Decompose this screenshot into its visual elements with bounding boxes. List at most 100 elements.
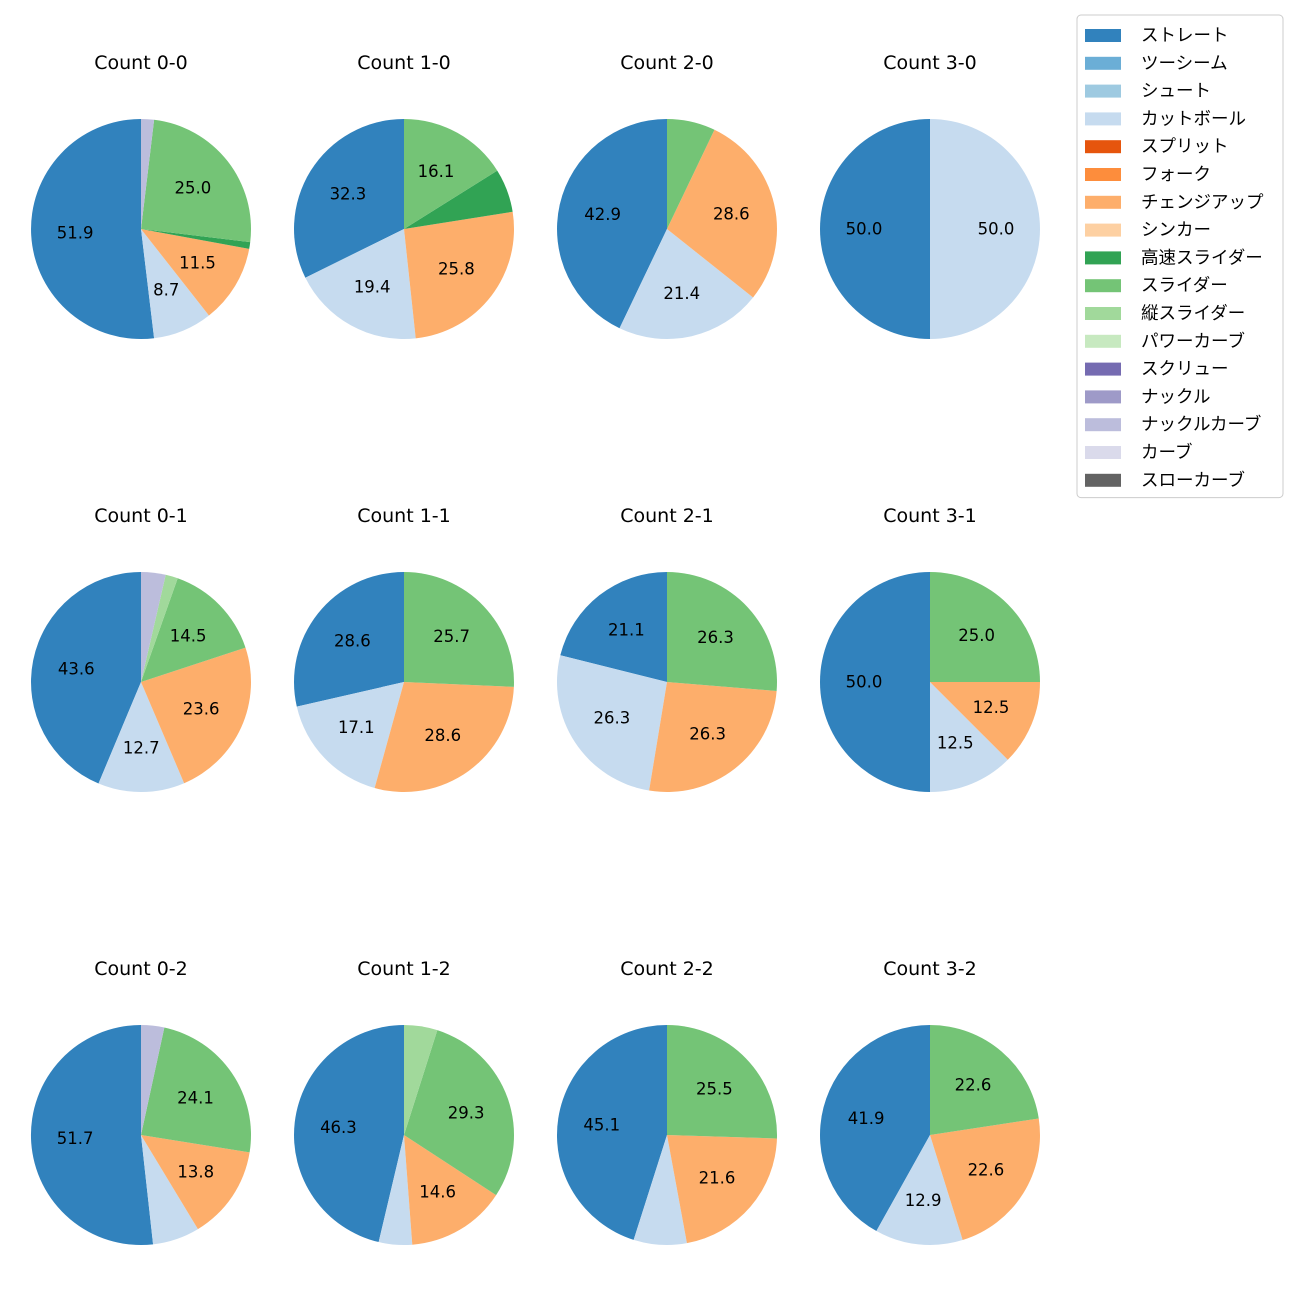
legend-label-5: フォーク	[1141, 165, 1211, 185]
slice-label-count-0-2-2: 13.8	[177, 1162, 214, 1181]
pie-title: Count 0-2	[94, 958, 188, 980]
slice-count-2-0-0	[557, 119, 667, 329]
legend-swatch-12	[1085, 362, 1121, 376]
legend: ストレートツーシームシュートカットボールスプリットフォークチェンジアップシンカー…	[1076, 14, 1284, 499]
slice-count-1-2-3	[404, 1030, 515, 1196]
pie-title: Count 2-1	[620, 505, 714, 527]
pie-title: Count 0-0	[94, 52, 188, 74]
pie-count-1-0: Count 1-0 32.3 19.4 25.8 16.1	[294, 52, 515, 339]
slice-count-3-1-2	[930, 682, 1040, 760]
slice-count-1-0-0	[294, 119, 404, 278]
legend-swatch-9	[1085, 279, 1121, 293]
slice-label-count-3-2-3: 22.6	[955, 1075, 992, 1094]
slice-count-3-2-1	[876, 1135, 963, 1246]
pie-title: Count 2-2	[620, 958, 714, 980]
slice-count-2-1-1	[557, 655, 667, 791]
legend-label-8: 高速スライダー	[1141, 248, 1263, 268]
slice-count-2-2-3	[667, 1025, 778, 1139]
slice-label-count-2-0-2: 28.6	[713, 205, 750, 224]
slice-label-count-0-1-2: 23.6	[183, 700, 220, 719]
legend-swatch-1	[1085, 56, 1121, 70]
slice-count-0-2-0	[30, 1024, 154, 1246]
slice-label-count-0-2-0: 51.7	[57, 1129, 94, 1148]
pie-count-1-2: Count 1-2 46.3 14.6 29.3	[294, 958, 515, 1246]
slice-count-1-2-4	[404, 1025, 438, 1135]
slice-count-0-0-3	[141, 229, 251, 249]
legend-swatch-16	[1085, 473, 1121, 487]
slice-count-2-0-1	[619, 229, 754, 339]
slice-label-count-2-1-2: 26.3	[689, 725, 726, 744]
pie-count-0-2: Count 0-2 51.7 13.8 24.1	[30, 958, 252, 1246]
pie-title: Count 2-0	[620, 52, 714, 74]
slice-label-count-1-1-2: 28.6	[424, 726, 461, 745]
pies-group: Count 0-0 51.9 8.711.5 25.0 Count 1-0 32.3 19.…	[30, 52, 1040, 1246]
slice-label-count-2-1-3: 26.3	[697, 628, 734, 647]
slice-label-count-2-0-1: 21.4	[663, 284, 700, 303]
pie-title: Count 3-1	[883, 505, 977, 527]
slice-count-0-0-1	[141, 229, 209, 339]
slice-count-0-0-5	[141, 118, 155, 229]
slice-count-1-0-4	[404, 119, 498, 229]
legend-swatch-8	[1085, 251, 1121, 265]
slice-count-0-1-5	[141, 572, 166, 682]
slice-label-count-0-0-2: 11.5	[179, 254, 216, 273]
slice-count-1-1-2	[374, 682, 514, 792]
slice-label-count-3-1-1: 12.5	[937, 733, 974, 752]
slice-label-count-1-0-0: 32.3	[330, 185, 367, 204]
pie-title: Count 1-2	[357, 958, 451, 980]
slice-count-1-2-1	[378, 1135, 413, 1246]
slice-label-count-3-1-3: 25.0	[958, 626, 995, 645]
slice-label-count-0-1-0: 43.6	[58, 660, 95, 679]
slice-label-count-1-1-3: 25.7	[433, 627, 470, 646]
slice-label-count-2-2-3: 25.5	[696, 1080, 733, 1099]
slice-count-2-1-3	[667, 572, 777, 691]
slice-count-3-2-3	[930, 1025, 1039, 1135]
legend-swatch-14	[1085, 418, 1121, 432]
slice-label-count-1-2-2: 14.6	[419, 1182, 456, 1201]
slice-label-count-2-0-0: 42.9	[584, 205, 621, 224]
slice-count-3-1-0	[820, 572, 930, 792]
slice-count-0-0-0	[31, 119, 155, 339]
slice-count-2-1-0	[560, 572, 667, 682]
legend-label-6: チェンジアップ	[1141, 193, 1264, 213]
slice-label-count-3-0-1: 50.0	[978, 220, 1015, 239]
pie-title: Count 3-0	[883, 52, 977, 74]
slice-count-0-0-4	[141, 119, 252, 243]
legend-label-12: スクリュー	[1141, 360, 1229, 380]
legend-swatch-3	[1085, 112, 1121, 126]
slice-label-count-3-2-0: 41.9	[848, 1109, 885, 1128]
slice-count-1-0-2	[404, 211, 515, 339]
pie-count-3-1: Count 3-1 50.0 12.5 12.5 25.0	[820, 505, 1040, 792]
slice-label-count-2-2-2: 21.6	[699, 1169, 736, 1188]
slice-label-count-2-1-0: 21.1	[608, 620, 645, 639]
slice-count-0-1-0	[31, 572, 141, 784]
slice-count-1-1-3	[404, 572, 514, 687]
slice-label-count-1-2-3: 29.3	[448, 1103, 485, 1122]
slice-count-3-2-2	[930, 1118, 1040, 1241]
legend-label-3: カットボール	[1141, 109, 1246, 129]
slice-count-1-1-0	[293, 572, 404, 707]
legend-swatch-7	[1085, 223, 1121, 237]
slice-label-count-3-1-0: 50.0	[846, 673, 883, 692]
slice-count-1-1-1	[296, 682, 404, 789]
legend-swatch-2	[1085, 84, 1121, 98]
slice-label-count-3-0-0: 50.0	[846, 220, 883, 239]
slice-label-count-0-0-4: 25.0	[175, 179, 212, 198]
legend-swatch-4	[1085, 140, 1121, 154]
pie-count-2-2: Count 2-2 45.1 21.6 25.5	[556, 958, 778, 1246]
slice-count-0-1-1	[98, 682, 185, 792]
slice-label-count-2-2-0: 45.1	[583, 1115, 620, 1134]
slice-label-count-1-0-1: 19.4	[354, 277, 391, 296]
slice-count-1-0-3	[404, 170, 513, 229]
legend-label-10: 縦スライダー	[1141, 304, 1245, 324]
legend-label-16: スローカーブ	[1141, 470, 1245, 491]
legend-label-7: シンカー	[1141, 221, 1211, 241]
slice-count-1-2-0	[294, 1025, 404, 1243]
slice-count-3-1-1	[930, 682, 1008, 792]
pie-count-0-0: Count 0-0 51.9 8.711.5 25.0	[31, 52, 252, 339]
legend-swatch-6	[1085, 195, 1121, 209]
pie-count-2-1: Count 2-1 21.1 26.3 26.3 26.3	[557, 505, 777, 793]
slice-count-0-1-4	[141, 574, 178, 682]
slice-count-2-2-2	[667, 1135, 777, 1244]
